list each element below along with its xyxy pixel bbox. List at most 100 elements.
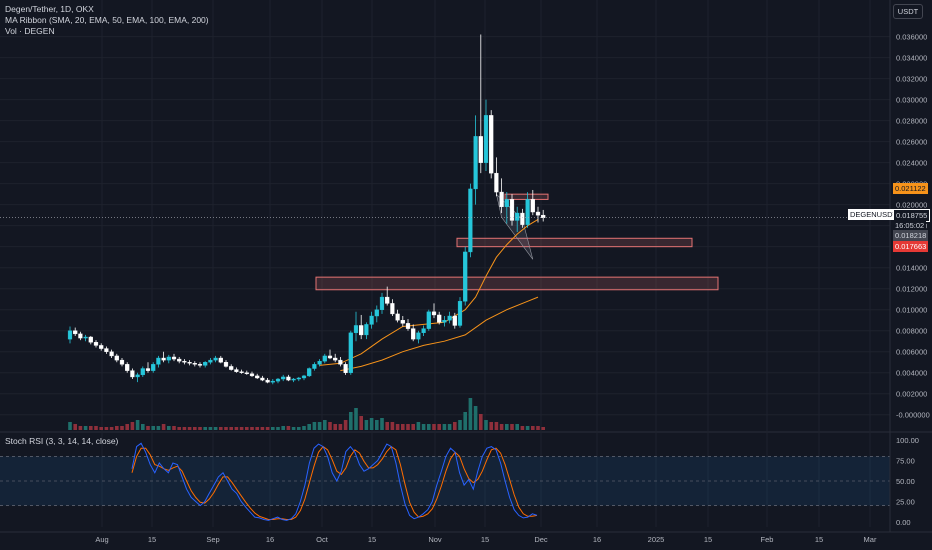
- candle-body: [255, 375, 260, 379]
- volume-bar: [479, 414, 483, 430]
- candle-body: [203, 362, 208, 366]
- high-level-price-tag: 0.021122: [893, 183, 928, 194]
- volume-bar: [187, 427, 192, 430]
- currency-button[interactable]: USDT: [893, 4, 923, 19]
- volume-bar: [125, 424, 129, 430]
- volume-bar: [167, 426, 171, 430]
- volume-bar: [255, 427, 259, 430]
- stoch-tick-label: 75.00: [896, 457, 915, 466]
- candle-body: [541, 214, 546, 218]
- price-tick-label: 0.008000: [896, 327, 927, 336]
- ma-ribbon-legend[interactable]: MA Ribbon (SMA, 20, EMA, 50, EMA, 100, E…: [5, 15, 209, 25]
- candle-body: [478, 136, 483, 163]
- candle-body: [83, 336, 88, 339]
- candle-body: [374, 309, 379, 317]
- candle-body: [520, 212, 525, 225]
- volume-bar: [182, 427, 187, 430]
- time-tick-label: 15: [368, 535, 376, 544]
- candle-body: [426, 311, 431, 329]
- volume-bar: [437, 424, 441, 430]
- candle-body: [229, 366, 234, 370]
- time-tick-label: Nov: [428, 535, 442, 544]
- volume-bar: [291, 427, 296, 430]
- candle-body: [177, 358, 182, 362]
- candle-body: [405, 323, 411, 329]
- candle-body: [88, 336, 93, 343]
- candle-body: [369, 315, 374, 325]
- candle-body: [489, 115, 494, 174]
- candle-body: [312, 364, 317, 369]
- candle-body: [483, 115, 489, 163]
- ma-level-price-tag: 0.018218: [893, 230, 929, 241]
- volume-bar: [427, 424, 431, 430]
- price-tick-label: 0.004000: [896, 369, 927, 378]
- volume-bar: [541, 427, 545, 430]
- volume-bar: [531, 426, 535, 430]
- volume-bar: [224, 427, 228, 430]
- volume-legend[interactable]: Vol · DEGEN: [5, 26, 55, 36]
- volume-bar: [499, 424, 504, 430]
- candle-body: [385, 296, 390, 304]
- volume-bar: [78, 426, 83, 430]
- candle-body: [504, 199, 509, 207]
- candle-body: [197, 364, 203, 366]
- volume-bar: [271, 427, 275, 430]
- candle-body: [104, 348, 109, 352]
- candle-body: [192, 363, 197, 365]
- stoch-tick-label: 100.00: [896, 436, 919, 445]
- volume-bar: [229, 427, 233, 430]
- volume-bar: [109, 427, 114, 430]
- candle-body: [114, 355, 119, 361]
- volume-bar: [385, 422, 389, 430]
- volume-bar: [401, 424, 405, 430]
- candle-body: [166, 356, 171, 361]
- time-tick-label: 2025: [648, 535, 665, 544]
- volume-bar: [73, 424, 77, 430]
- volume-bar: [536, 426, 540, 430]
- candle-body: [400, 320, 405, 324]
- volume-bar: [510, 424, 514, 430]
- volume-bar: [312, 422, 317, 430]
- volume-bar: [193, 427, 197, 430]
- candle-body: [411, 328, 416, 340]
- volume-bar: [135, 420, 140, 430]
- candle-body: [78, 333, 83, 339]
- time-tick-label: Sep: [206, 535, 219, 544]
- volume-bar: [94, 426, 98, 430]
- price-tick-label: 0.036000: [896, 33, 927, 42]
- volume-bar: [281, 426, 285, 430]
- time-tick-label: Mar: [864, 535, 877, 544]
- volume-bar: [172, 426, 176, 430]
- candle-body: [218, 357, 223, 363]
- volume-bar: [120, 426, 124, 430]
- price-tick-label: 0.032000: [896, 75, 927, 84]
- price-zone: [456, 237, 693, 248]
- price-tick-label: 0.020000: [896, 201, 927, 210]
- price-tick-label: 0.012000: [896, 285, 927, 294]
- volume-bar: [359, 416, 363, 430]
- stoch-rsi-legend[interactable]: Stoch RSI (3, 3, 14, 14, close): [5, 436, 119, 446]
- volume-bar: [468, 398, 473, 430]
- volume-bar: [161, 424, 166, 430]
- candle-body: [390, 303, 395, 315]
- candle-body: [265, 379, 270, 383]
- volume-bar: [302, 426, 306, 430]
- candle-body: [301, 375, 307, 379]
- candle-body: [525, 199, 530, 225]
- volume-bar: [442, 424, 447, 430]
- candle-body: [275, 378, 281, 382]
- candle-body: [119, 359, 125, 365]
- candle-body: [468, 188, 473, 253]
- candle-body: [437, 314, 442, 323]
- candle-body: [291, 378, 296, 381]
- volume-bar: [198, 427, 202, 430]
- volume-bar: [260, 427, 265, 430]
- volume-bar: [416, 422, 421, 430]
- stoch-d-line: [131, 445, 538, 520]
- volume-bar: [484, 420, 488, 430]
- volume-bar: [458, 420, 462, 430]
- candle-body: [416, 332, 421, 340]
- candle-body: [244, 372, 249, 374]
- volume-bar: [338, 424, 343, 430]
